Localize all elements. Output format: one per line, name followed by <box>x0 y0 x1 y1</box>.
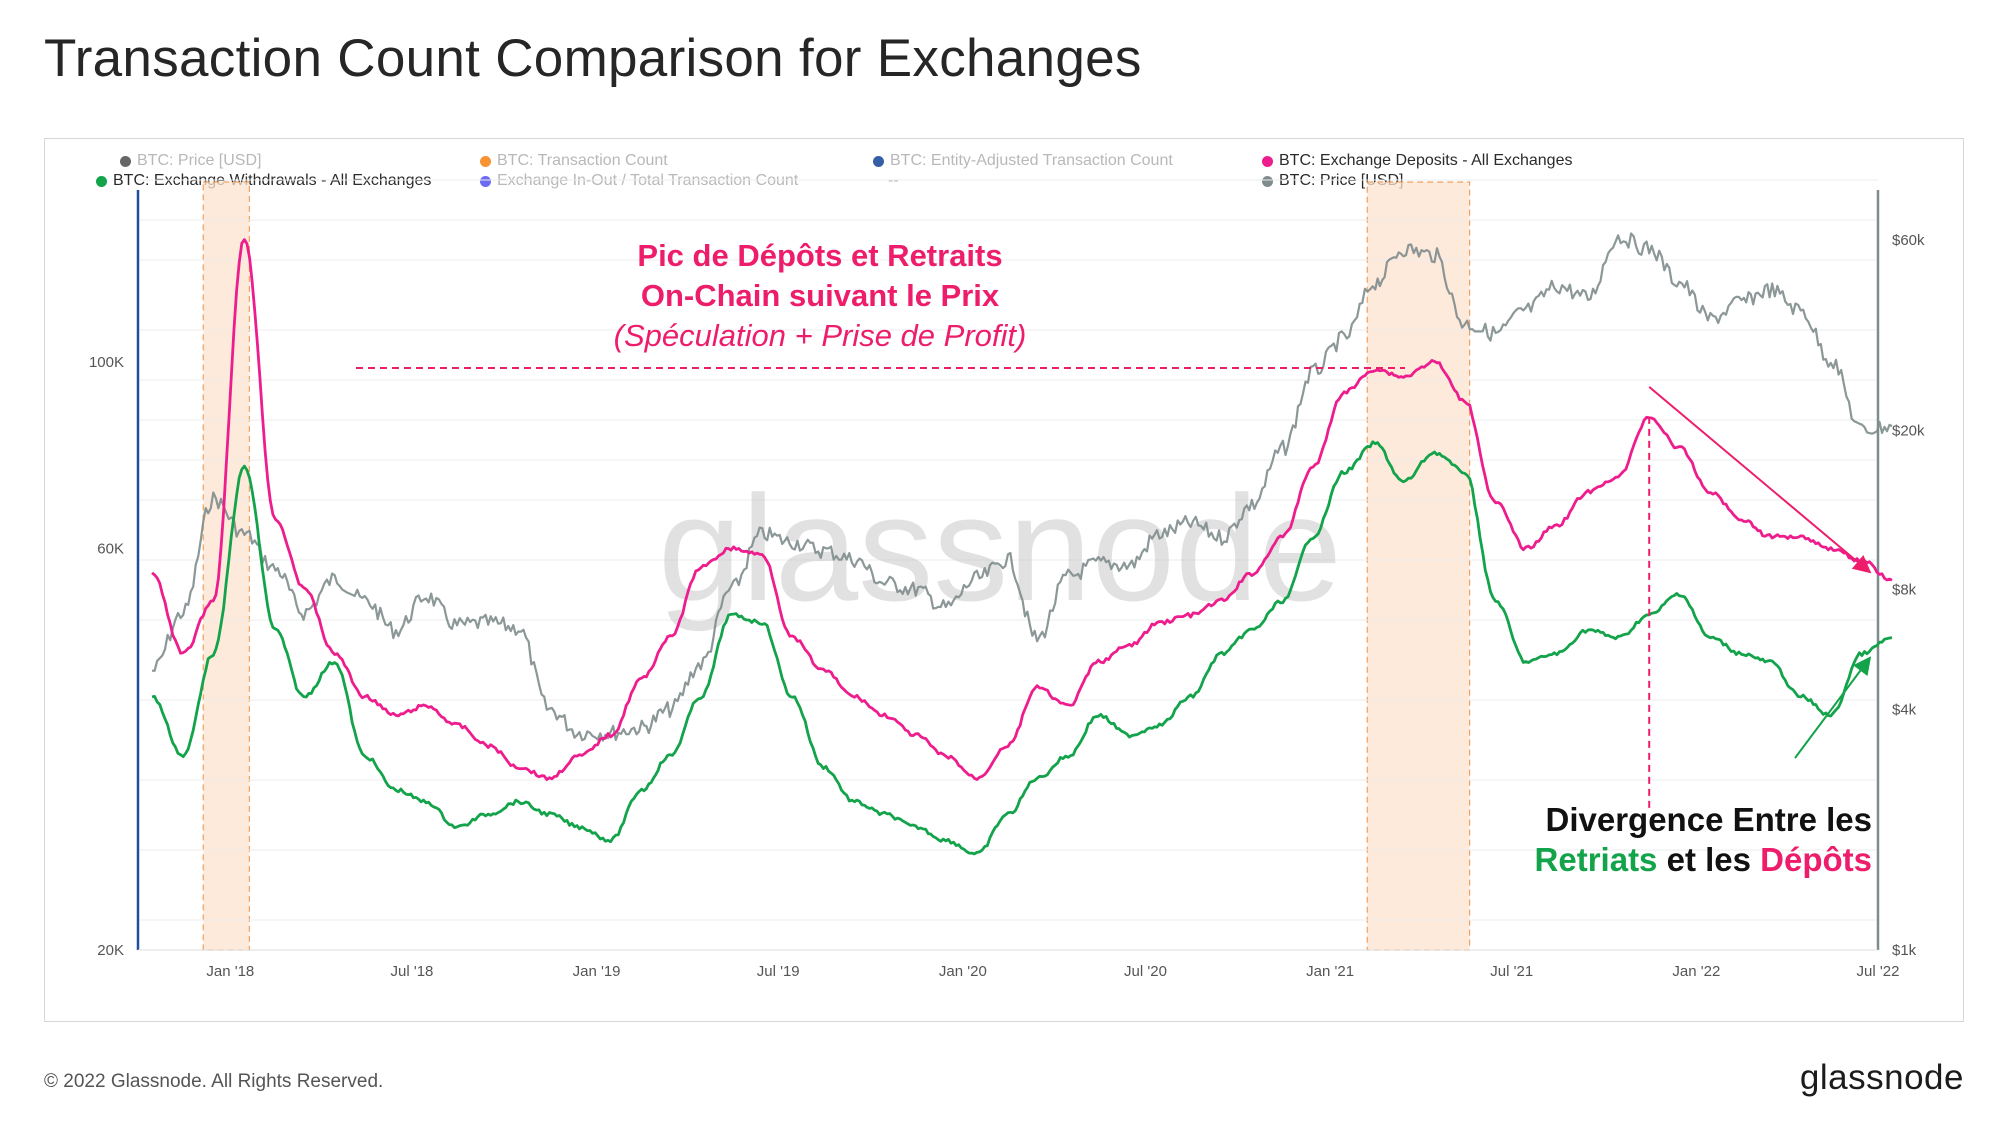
y-left-tick-label: 60K <box>97 540 124 557</box>
y-right-tick-label: $1k <box>1892 942 1917 959</box>
watermark: glassnode <box>658 464 1342 632</box>
x-tick-label: Jan '21 <box>1306 963 1354 980</box>
divergence-label: Divergence Entre les Retriats et les Dép… <box>1480 800 1872 880</box>
divergence-middle: et les <box>1666 841 1751 878</box>
x-tick-label: Jan '20 <box>939 963 987 980</box>
withdrawals-line <box>151 440 1893 856</box>
legend-item-2[interactable]: BTC: Entity-Adjusted Transaction Count <box>873 152 1173 170</box>
legend-label-1: BTC: Transaction Count <box>497 152 668 169</box>
x-tick-label: Jul '22 <box>1857 963 1900 980</box>
y-right-tick-label: $60k <box>1892 232 1925 249</box>
legend-item-0[interactable]: BTC: Price [USD] <box>120 152 261 170</box>
highlight-range-0 <box>202 181 250 951</box>
x-tick-label: Jan '19 <box>573 963 621 980</box>
deposits-line <box>151 238 1893 781</box>
legend-dot-2 <box>873 155 884 167</box>
divergence-deposits-word: Dépôts <box>1760 841 1872 878</box>
legend-item-1[interactable]: BTC: Transaction Count <box>480 152 668 170</box>
annotation-title: Pic de Dépôts et Retraits On-Chain suiva… <box>540 236 1100 316</box>
x-tick-label: Jul '21 <box>1490 963 1533 980</box>
y-right-tick-label: $4k <box>1892 702 1917 719</box>
legend-label-3: BTC: Exchange Deposits - All Exchanges <box>1279 152 1573 169</box>
y-right-tick-label: $20k <box>1892 422 1925 439</box>
legend-label-2: BTC: Entity-Adjusted Transaction Count <box>890 152 1173 169</box>
price-line <box>151 232 1893 742</box>
legend-label-0: BTC: Price [USD] <box>137 152 262 169</box>
chart-title: Transaction Count Comparison for Exchang… <box>44 29 1142 88</box>
highlight-range-1 <box>1366 181 1471 951</box>
legend-dot-1 <box>480 155 491 167</box>
withdrawals-up-arrow <box>1794 656 1872 759</box>
x-tick-label: Jan '18 <box>206 963 254 980</box>
glassnode-logo[interactable]: glassnode <box>1799 1058 1964 1097</box>
legend-dot-5 <box>480 175 491 187</box>
legend-dot-4 <box>96 175 107 187</box>
x-tick-label: Jul '19 <box>757 963 800 980</box>
chart-frame <box>44 138 1964 1022</box>
x-tick-label: Jul '18 <box>390 963 433 980</box>
divergence-withdrawals-word: Retriats <box>1534 841 1658 878</box>
legend-item-3[interactable]: BTC: Exchange Deposits - All Exchanges <box>1262 152 1572 170</box>
annotation-line1: Pic de Dépôts et Retraits <box>637 238 1003 273</box>
divergence-line2: Retriats et les Dépôts <box>1480 840 1872 880</box>
legend-dot-0 <box>120 155 131 167</box>
y-right-tick-label: $8k <box>1892 581 1917 598</box>
y-left-tick-label: 20K <box>97 942 124 959</box>
copyright-footer: © 2022 Glassnode. All Rights Reserved. <box>44 1071 384 1092</box>
x-tick-label: Jan '22 <box>1672 963 1720 980</box>
legend-dot-7 <box>1262 175 1273 187</box>
divergence-line1: Divergence Entre les <box>1545 801 1873 838</box>
legend-dot-3 <box>1262 155 1273 167</box>
x-tick-label: Jul '20 <box>1124 963 1167 980</box>
annotation-subtitle: (Spéculation + Prise de Profit) <box>613 318 1027 353</box>
y-left-tick-label: 100K <box>89 354 124 371</box>
deposits-down-arrow <box>1648 386 1872 574</box>
annotation-line2: On-Chain suivant le Prix <box>640 278 1000 313</box>
